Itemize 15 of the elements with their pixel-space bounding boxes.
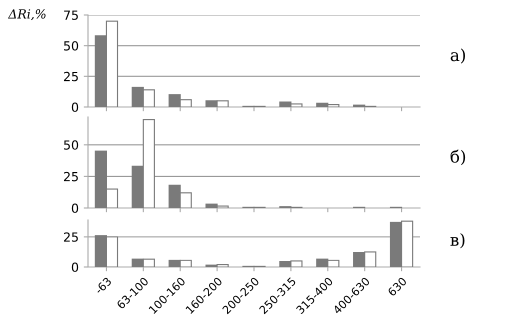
y-tick-label: 0 [72,203,78,213]
y-tick-label: 0 [72,262,78,272]
text: а) [450,48,465,64]
text: в) [450,233,464,248]
y-tick-label: 75 [64,10,78,20]
x-tick-label: 630 [387,276,408,297]
x-tick-label: -63 [94,276,112,295]
text: б) [450,150,466,166]
y-tick-label: 25 [64,172,78,182]
y-tick-label: 0 [72,102,78,112]
y-tick-label: 50 [64,140,78,150]
y-tick-label: 50 [64,41,78,51]
y-axis-title: ΔRi,% [8,9,46,20]
y-tick-label: 25 [64,232,78,242]
y-tick-label: 25 [64,72,78,82]
